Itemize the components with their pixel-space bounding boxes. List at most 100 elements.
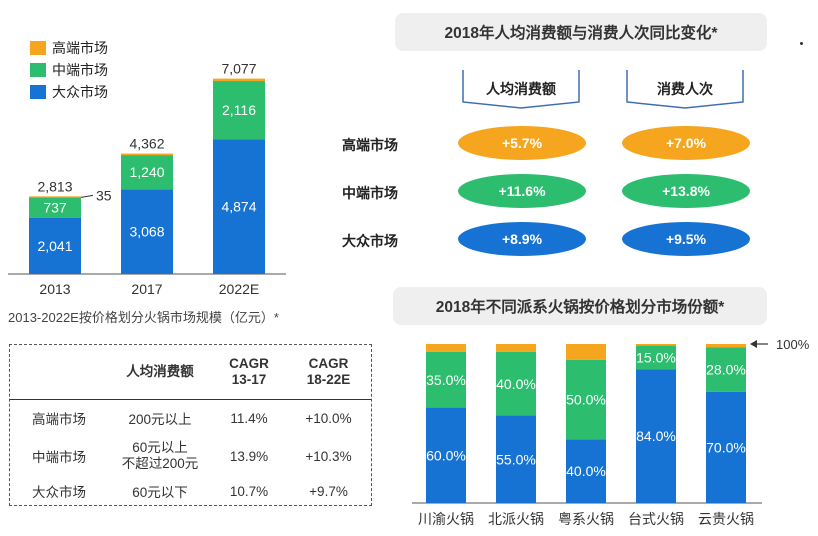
legend-label-mass: 大众市场 — [52, 84, 108, 100]
data-label-high-2017: 54 — [139, 140, 155, 156]
bar-high-2013 — [29, 196, 81, 198]
tick-label-云贵火锅: 云贵火锅 — [698, 511, 754, 527]
bar-mid-2017 — [121, 155, 173, 190]
bar-mass-云贵火锅 — [706, 391, 746, 503]
bar-mass-北派火锅 — [496, 415, 536, 503]
header-cagr-18-22-line2: 18-22E — [306, 371, 351, 387]
legend-swatch-mass — [30, 85, 46, 99]
legend-swatch-high — [30, 41, 46, 55]
bar-high-2022E — [213, 78, 265, 82]
table-cell-cagr2: +9.7% — [309, 483, 348, 499]
bar-high-北派火锅 — [496, 344, 536, 352]
growth-pill-mid-per-capita: +11.6% — [458, 174, 586, 208]
bar-mass-2013 — [29, 217, 81, 274]
tick-label-粤系火锅: 粤系火锅 — [558, 511, 614, 527]
bar-mid-台式火锅 — [636, 345, 676, 370]
legend-item-high: 高端市场 — [30, 38, 108, 58]
data-label-mass-2017: 3,068 — [129, 224, 164, 240]
data-label-mass-粤系火锅: 40.0% — [566, 463, 606, 479]
bar-mass-2022E — [213, 139, 265, 274]
growth-col-visits: 消费人次 — [657, 81, 713, 97]
table-cell-spend-line2: 不超过200元 — [121, 456, 199, 471]
bar-mass-川渝火锅 — [426, 407, 466, 503]
data-label-mass-北派火锅: 55.0% — [496, 451, 536, 467]
header-cagr-13-17-line1: CAGR — [229, 355, 269, 371]
growth-pill-mass-visits: +9.5% — [622, 222, 750, 256]
table-cell-market: 中端市场 — [32, 450, 86, 465]
bar-mass-2017 — [121, 189, 173, 274]
legend-item-mass: 大众市场 — [30, 82, 108, 102]
table-cell-spend: 60元以上 不超过200元 — [108, 436, 212, 476]
header-cagr-18-22: CAGR 18-22E — [286, 345, 371, 399]
bar-high-川渝火锅 — [426, 344, 466, 352]
bar-mid-2013 — [29, 197, 81, 218]
table-cell-market: 大众市场 — [32, 485, 86, 500]
legend-label-high: 高端市场 — [52, 40, 108, 56]
table-row: 中端市场 60元以上 不超过200元 13.9% +10.3% — [10, 436, 371, 476]
table-cell-cagr1: 13.9% — [229, 448, 269, 464]
tick-label-2017: 2017 — [131, 281, 162, 297]
growth-pill-mass-per-capita: +8.9% — [458, 222, 586, 256]
bracket-visits — [626, 70, 744, 109]
hotpot-share-chart: 60.0% 35.0% 川渝火锅 55.0% 40.0% 北派火锅 40.0% 50.0% 粤系… — [412, 337, 810, 527]
header-cagr-13-17-line2: 13-17 — [231, 371, 267, 387]
total-label-2017: 4,362 — [129, 136, 164, 152]
tick-label-北派火锅: 北派火锅 — [488, 511, 544, 527]
total-label-2022E: 7,077 — [221, 61, 256, 77]
header-per-capita: 人均消费额 — [126, 363, 194, 379]
legend-item-mid: 中端市场 — [30, 60, 108, 80]
data-label-mid-2017: 1,240 — [129, 164, 164, 180]
table-cell-spend: 60元以下 — [132, 485, 188, 500]
bar-high-台式火锅 — [636, 344, 676, 346]
bar-high-粤系火锅 — [566, 344, 606, 360]
data-label-mass-川渝火锅: 60.0% — [426, 447, 466, 463]
data-label-mid-川渝火锅: 35.0% — [426, 372, 466, 388]
bar-high-2017 — [121, 153, 173, 156]
table-cell-cagr1: 10.7% — [229, 483, 269, 499]
data-label-high-2022E: 87 — [231, 65, 247, 81]
data-label-high-2013: 35 — [96, 187, 112, 203]
growth-row-label-mass: 大众市场 — [342, 233, 398, 249]
bar-mid-云贵火锅 — [706, 347, 746, 392]
legend-label-mid: 中端市场 — [52, 62, 108, 78]
table-cell-cagr2: +10.0% — [305, 410, 352, 426]
bar-mid-川渝火锅 — [426, 351, 466, 408]
tick-label-川渝火锅: 川渝火锅 — [418, 511, 474, 527]
bar-mid-2022E — [213, 81, 265, 140]
growth-pill-high-visits: +7.0% — [622, 126, 750, 160]
bar-mid-粤系火锅 — [566, 359, 606, 440]
total-label-2013: 2,813 — [37, 178, 72, 194]
cagr-table-box: 人均消费额 CAGR 13-17 CAGR 18-22E 高端市场 200元以上… — [9, 344, 372, 506]
growth-col-per-capita: 人均消费额 — [486, 81, 556, 97]
growth-pill-high-per-capita: +5.7% — [458, 126, 586, 160]
data-label-mid-粤系火锅: 50.0% — [566, 392, 606, 408]
annotation-100-label: 100% — [776, 337, 810, 352]
bar-mass-台式火锅 — [636, 369, 676, 503]
header-cagr-13-17: CAGR 13-17 — [212, 345, 286, 399]
header-cagr-18-22-line1: CAGR — [308, 355, 349, 371]
market-size-chart: 2,041 737 35 2,813 2013 3,068 1,240 544,362 2017… — [8, 61, 286, 297]
data-label-mid-云贵火锅: 28.0% — [706, 361, 746, 377]
growth-row-label-mid: 中端市场 — [342, 185, 398, 201]
data-label-mass-云贵火锅: 70.0% — [706, 439, 746, 455]
leader-line — [80, 194, 94, 198]
cagr-table-header-row: 人均消费额 CAGR 13-17 CAGR 18-22E — [10, 345, 371, 399]
data-label-mid-台式火锅: 15.0% — [636, 350, 676, 366]
table-cell-spend: 200元以上 — [128, 412, 192, 427]
market-size-chart-title: 2013-2022E按价格划分火锅市场规模（亿元）* — [8, 310, 279, 325]
growth-panel-title: 2018年人均消费额与消费人次同比变化* — [395, 13, 767, 51]
bar-mid-北派火锅 — [496, 351, 536, 416]
growth-pill-mid-visits: +13.8% — [622, 174, 750, 208]
table-cell-cagr2: +10.3% — [305, 448, 352, 464]
tick-label-台式火锅: 台式火锅 — [628, 511, 684, 527]
bar-mass-粤系火锅 — [566, 439, 606, 503]
table-row: 大众市场 60元以下 10.7% +9.7% — [10, 476, 371, 506]
tick-label-2013: 2013 — [39, 281, 70, 297]
data-label-mid-2013: 737 — [43, 199, 67, 215]
more-dot-icon — [800, 42, 803, 45]
tick-label-2022E: 2022E — [219, 281, 259, 297]
bracket-per-capita — [462, 70, 580, 109]
data-label-mass-2013: 2,041 — [37, 238, 72, 254]
cagr-table: 人均消费额 CAGR 13-17 CAGR 18-22E 高端市场 200元以上… — [10, 345, 371, 506]
table-row: 高端市场 200元以上 11.4% +10.0% — [10, 400, 371, 436]
